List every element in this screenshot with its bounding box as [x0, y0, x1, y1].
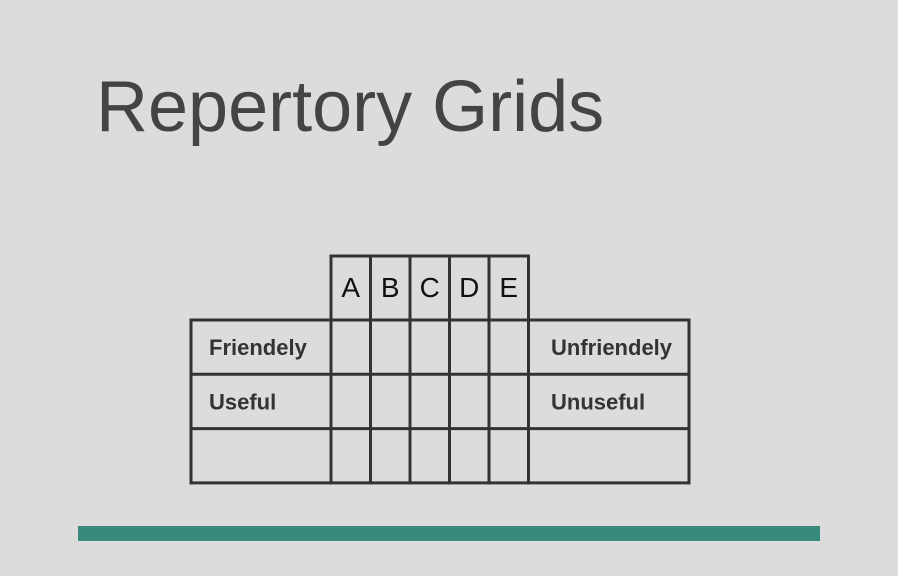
accent-bar	[78, 526, 820, 541]
element-header-e: E	[499, 272, 518, 303]
construct-right-pole: Unuseful	[551, 389, 645, 414]
element-header-a: A	[341, 272, 360, 303]
grid-text: A B C D E Friendely Unfriendely Useful Unuseful	[209, 272, 673, 414]
grid-lines	[191, 256, 689, 483]
construct-left-pole: Useful	[209, 389, 276, 414]
element-header-d: D	[459, 272, 479, 303]
construct-left-pole: Friendely	[209, 335, 308, 360]
element-header-c: C	[420, 272, 440, 303]
element-header-b: B	[381, 272, 400, 303]
construct-right-pole: Unfriendely	[551, 335, 673, 360]
